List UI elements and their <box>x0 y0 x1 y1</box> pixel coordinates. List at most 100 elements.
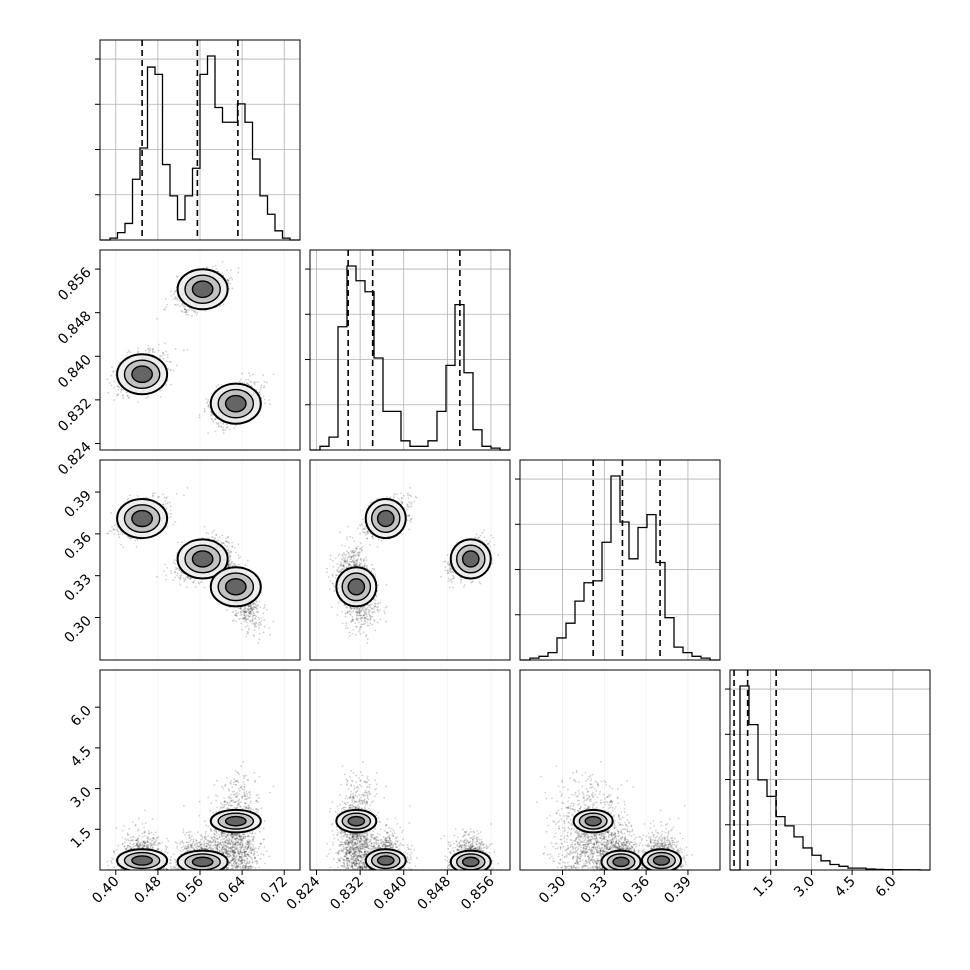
scatter-point <box>181 541 184 544</box>
scatter-point <box>247 383 250 386</box>
scatter-point <box>222 429 225 432</box>
scatter-point <box>121 533 124 535</box>
scatter-point <box>268 399 271 401</box>
scatter-point <box>116 394 119 397</box>
scatter-point <box>121 388 123 391</box>
scatter-point <box>184 308 187 311</box>
scatter-point <box>153 351 156 354</box>
scatter-point <box>185 310 188 312</box>
scatter-point <box>110 512 112 514</box>
scatter-point <box>225 541 228 543</box>
scatter-point <box>113 528 115 531</box>
scatter-point <box>127 349 130 352</box>
scatter-point <box>117 388 120 391</box>
scatter-point <box>108 530 111 532</box>
scatter-point <box>113 380 115 383</box>
scatter-point <box>227 279 229 281</box>
scatter-point <box>169 505 172 508</box>
scatter-point <box>263 386 265 389</box>
scatter-point <box>162 351 165 354</box>
scatter-point <box>260 384 263 387</box>
panel-2-0 <box>99 459 301 661</box>
scatter-point <box>181 304 184 306</box>
scatter-point <box>174 571 176 574</box>
scatter-point <box>198 414 201 416</box>
scatter-point <box>113 524 115 527</box>
scatter-point <box>245 379 247 381</box>
scatter-point <box>187 313 190 316</box>
scatter-point <box>230 563 233 565</box>
scatter-point <box>162 503 165 506</box>
scatter-point <box>116 530 119 532</box>
scatter-point <box>158 356 161 359</box>
scatter-point <box>127 395 129 397</box>
scatter-point <box>185 309 188 311</box>
scatter-point <box>211 419 214 421</box>
scatter-point <box>260 386 262 389</box>
scatter-point <box>165 574 168 577</box>
scatter-point <box>189 577 192 580</box>
scatter-point <box>218 536 221 539</box>
scatter-point <box>222 422 225 425</box>
scatter-point <box>183 349 185 352</box>
scatter-point <box>174 570 177 573</box>
scatter-point <box>198 582 201 585</box>
scatter-point <box>181 302 184 305</box>
scatter-point <box>118 386 121 389</box>
scatter-point <box>158 495 160 498</box>
scatter-point <box>127 536 130 539</box>
scatter-point <box>149 349 151 351</box>
scatter-point <box>166 525 169 528</box>
scatter-point <box>213 529 215 532</box>
scatter-point <box>217 270 220 273</box>
scatter-point <box>153 492 156 494</box>
scatter-point <box>113 533 116 535</box>
scatter-point <box>252 373 254 376</box>
scatter-point <box>203 411 206 413</box>
scatter-point <box>137 347 139 350</box>
scatter-point <box>207 405 210 408</box>
scatter-point <box>151 492 154 495</box>
scatter-point <box>136 495 139 497</box>
scatter-point <box>166 496 169 498</box>
scatter-point <box>227 280 230 282</box>
scatter-point <box>198 416 201 419</box>
scatter-point <box>185 310 188 313</box>
scatter-point <box>169 368 172 371</box>
scatter-point <box>165 578 167 581</box>
scatter-point <box>116 393 119 396</box>
scatter-point <box>122 546 125 549</box>
scatter-point <box>197 581 200 584</box>
scatter-point <box>176 541 179 544</box>
scatter-point <box>107 391 110 394</box>
scatter-point <box>172 369 175 372</box>
scatter-point <box>217 422 220 425</box>
scatter-point <box>248 372 250 374</box>
scatter-point <box>226 279 229 281</box>
scatter-point <box>172 561 175 564</box>
scatter-point <box>174 296 177 298</box>
scatter-point <box>195 313 198 316</box>
scatter-point <box>120 389 123 391</box>
scatter-point <box>247 378 250 381</box>
scatter-point <box>226 426 228 429</box>
scatter-point <box>122 397 125 399</box>
scatter-point <box>253 382 256 385</box>
scatter-point <box>214 264 217 267</box>
scatter-point <box>147 396 150 398</box>
scatter-point <box>193 580 196 582</box>
scatter-point <box>258 391 261 394</box>
scatter-point <box>206 266 208 269</box>
scatter-point <box>233 427 236 430</box>
scatter-point <box>136 538 139 541</box>
scatter-point <box>222 303 225 306</box>
scatter-point <box>207 399 210 401</box>
scatter-point <box>165 350 168 353</box>
scatter-point <box>165 507 168 509</box>
scatter-point <box>165 383 168 386</box>
scatter-point <box>214 418 217 421</box>
scatter-point <box>262 374 265 376</box>
scatter-point <box>246 382 248 385</box>
scatter-point <box>163 353 165 356</box>
scatter-point <box>166 502 169 505</box>
